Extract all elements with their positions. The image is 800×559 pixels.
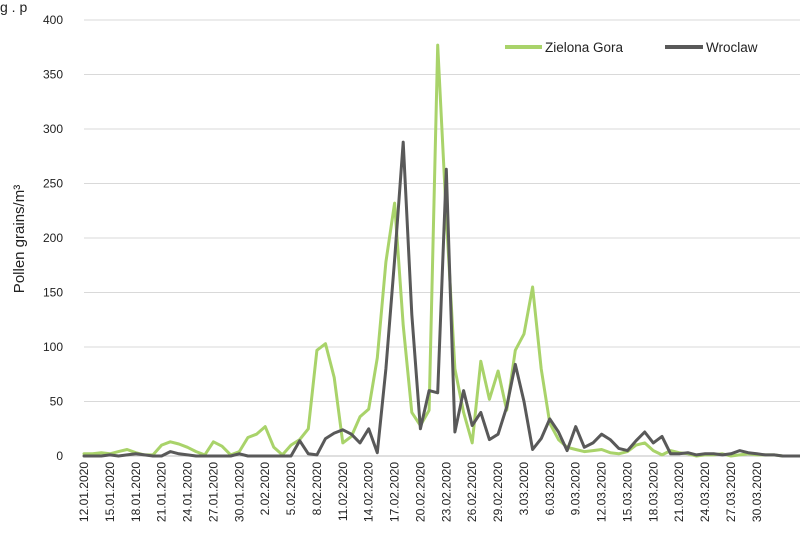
x-tick-label: 30.01.2020 (232, 462, 246, 522)
y-tick-label: 50 (50, 395, 64, 409)
x-axis: 12.01.2020 15.01.2020 18.01.2020 21.01.2020… (77, 462, 764, 522)
x-tick-label: 17.02.2020 (388, 462, 402, 522)
x-tick-label: 29.02.2020 (491, 462, 505, 522)
legend-label-wroclaw: Wroclaw (706, 40, 758, 55)
series-lines (82, 43, 800, 458)
y-tick-label: 300 (43, 122, 63, 136)
x-tick-label: 24.01.2020 (181, 462, 195, 522)
x-tick-label: 9.03.2020 (569, 462, 583, 516)
legend: Zielona Gora Wroclaw (505, 40, 758, 55)
x-tick-label: 12.01.2020 (77, 462, 91, 522)
y-tick-label: 100 (43, 340, 63, 354)
y-tick-label: 0 (56, 449, 63, 463)
x-tick-label: 27.03.2020 (724, 462, 738, 522)
x-tick-label: 26.02.2020 (465, 462, 479, 522)
y-axis: 0 50 100 150 200 250 300 350 400 (43, 13, 63, 463)
x-tick-label: 21.01.2020 (155, 462, 169, 522)
x-tick-label: 5.02.2020 (284, 462, 298, 516)
x-tick-label: 18.01.2020 (129, 462, 143, 522)
x-tick-label: 8.02.2020 (310, 462, 324, 516)
y-tick-label: 200 (43, 231, 63, 245)
y-tick-label: 250 (43, 177, 63, 191)
x-tick-label: 21.03.2020 (672, 462, 686, 522)
x-tick-label: 2.02.2020 (258, 462, 272, 516)
x-tick-label: 3.03.2020 (517, 462, 531, 516)
x-tick-label: 23.02.2020 (439, 462, 453, 522)
y-axis-label: Pollen grains/m³ (11, 185, 28, 293)
y-tick-label: 350 (43, 68, 63, 82)
legend-label-zielona-gora: Zielona Gora (545, 40, 624, 55)
y-tick-label: 150 (43, 286, 63, 300)
x-tick-label: 20.02.2020 (413, 462, 427, 522)
caption-fragment: g . p (0, 0, 28, 15)
series-line-wroclaw (82, 140, 800, 458)
x-tick-label: 6.03.2020 (543, 462, 557, 516)
x-tick-label: 14.02.2020 (362, 462, 376, 522)
y-tick-label: 400 (43, 13, 63, 27)
x-tick-label: 15.03.2020 (621, 462, 635, 522)
x-tick-label: 11.02.2020 (336, 462, 350, 521)
x-tick-label: 15.01.2020 (103, 462, 117, 522)
x-tick-label: 24.03.2020 (698, 462, 712, 522)
x-tick-label: 18.03.2020 (646, 462, 660, 522)
x-tick-label: 12.03.2020 (595, 462, 609, 522)
x-tick-label: 27.01.2020 (206, 462, 220, 522)
x-tick-label: 30.03.2020 (750, 462, 764, 522)
grid-lines (84, 19, 800, 457)
